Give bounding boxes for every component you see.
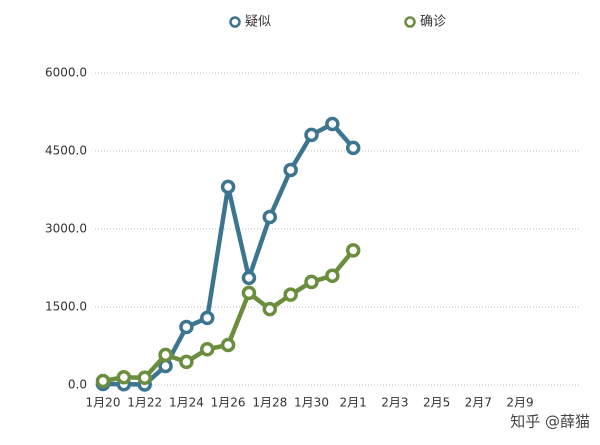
x-tick-label: 1月26: [211, 396, 246, 410]
point: [220, 179, 236, 195]
point: [158, 347, 173, 363]
point: [345, 243, 361, 258]
point: [220, 337, 236, 353]
x-tick-label: 2月5: [423, 396, 450, 410]
x-tick-label: 1月24: [169, 396, 204, 410]
x-tick-label: 2月3: [381, 396, 408, 410]
series-line: [102, 248, 355, 384]
point: [179, 354, 194, 370]
watermark: 知乎 @薛猫: [510, 413, 590, 431]
point: [283, 162, 298, 178]
y-tick-label: 0.0: [68, 378, 87, 392]
legend-label: 确诊: [420, 15, 446, 30]
point: [262, 209, 278, 225]
x-tick-label: 2月7: [465, 396, 492, 410]
point: [283, 287, 298, 302]
point: [325, 116, 340, 132]
x-tick-label: 2月1: [340, 396, 367, 410]
y-tick-label: 6000.0: [45, 66, 87, 80]
x-tick-label: 1月20: [86, 396, 121, 410]
point: [200, 341, 215, 357]
legend-marker: [404, 16, 416, 28]
point: [241, 285, 257, 301]
point: [304, 127, 319, 143]
y-tick-label: 1500.0: [45, 300, 87, 314]
legend-marker: [229, 16, 241, 28]
point: [241, 270, 257, 286]
legend-label: 疑似: [245, 14, 271, 30]
point: [262, 301, 278, 317]
x-tick-label: 1月30: [294, 396, 329, 410]
point: [200, 310, 215, 326]
point: [325, 268, 340, 283]
x-tick-label: 1月22: [127, 396, 162, 410]
point: [137, 370, 152, 385]
point: [179, 319, 194, 335]
point: [304, 274, 319, 290]
y-tick-label: 3000.0: [45, 222, 87, 236]
x-tick-label: 2月9: [506, 396, 533, 410]
point: [345, 140, 361, 156]
x-tick-label: 1月28: [252, 396, 287, 410]
y-tick-label: 4500.0: [45, 144, 87, 158]
point: [95, 373, 111, 389]
point: [116, 370, 132, 385]
